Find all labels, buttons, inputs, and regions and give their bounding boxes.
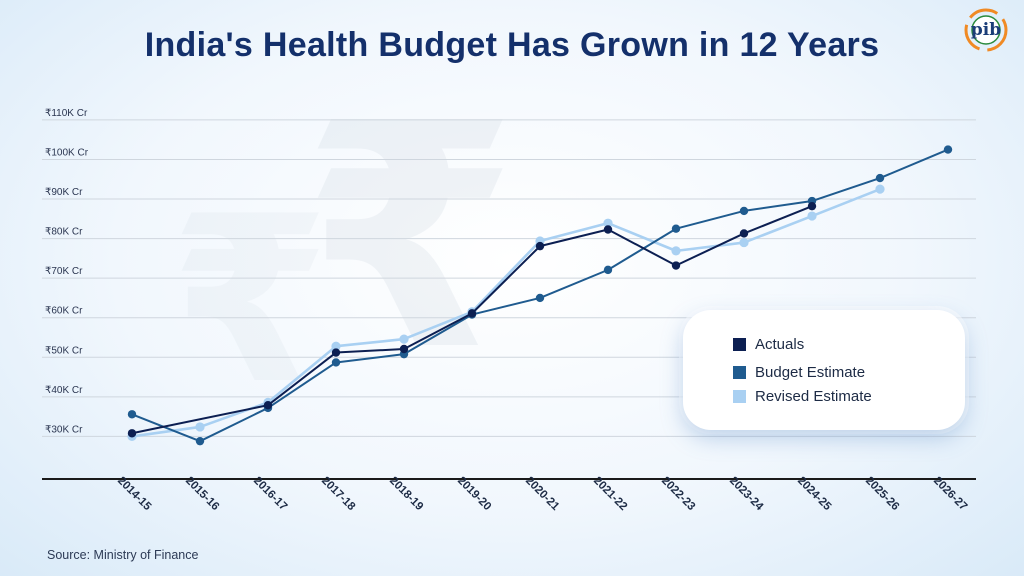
data-point-actuals <box>467 309 477 318</box>
series-actuals <box>127 201 817 438</box>
y-axis-ticks: ₹30K Cr ₹40K Cr ₹50K Cr ₹60K Cr ₹70K Cr ₹80K … <box>45 108 89 436</box>
legend-label-actuals: Actuals <box>755 335 805 353</box>
x-tick-label: 2019-20 <box>455 475 493 513</box>
data-point-revised-estimate <box>603 218 613 228</box>
data-point-actuals <box>399 344 409 354</box>
data-point-budget-estimate <box>603 265 613 275</box>
legend-item-budget-estimate: Budget Estimate <box>733 362 865 382</box>
data-point-actuals <box>331 348 341 357</box>
y-tick-label: ₹60K Cr <box>45 306 83 317</box>
x-tick-label: 2024-25 <box>795 475 834 514</box>
data-point-actuals <box>535 241 545 251</box>
data-point-actuals <box>603 225 613 234</box>
y-tick-label: ₹80K Cr <box>45 227 83 238</box>
data-point-revised-estimate <box>875 184 885 194</box>
legend-swatch-revised-estimate <box>733 389 746 403</box>
legend-label-budget-estimate: Budget Estimate <box>755 363 866 381</box>
data-point-budget-estimate <box>943 145 953 154</box>
y-tick-label: ₹30K Cr <box>45 424 83 435</box>
data-point-budget-estimate <box>195 436 205 446</box>
y-tick-label: ₹100K Cr <box>45 147 89 158</box>
x-tick-label: 2017-18 <box>319 475 358 514</box>
series-layer <box>127 145 953 446</box>
y-tick-label: ₹50K Cr <box>45 345 83 356</box>
legend-label-revised-estimate: Revised Estimate <box>755 387 872 405</box>
pib-emblem-icon <box>964 8 1008 52</box>
y-tick-label: ₹70K Cr <box>45 266 83 277</box>
legend-item-actuals: Actuals <box>733 334 804 354</box>
pib-logo-text: pib <box>970 20 1002 40</box>
data-point-revised-estimate <box>739 237 749 248</box>
chart-title: India's Health Budget Has Grown in 12 Ye… <box>144 26 880 64</box>
x-tick-label: 2026-27 <box>931 475 969 513</box>
x-tick-label: 2018-19 <box>387 475 425 513</box>
data-point-revised-estimate <box>331 341 341 351</box>
data-point-revised-estimate <box>195 422 205 432</box>
x-tick-label: 2016-17 <box>251 475 289 513</box>
pib-logo: pib <box>958 6 1014 54</box>
series-line-actuals <box>131 205 813 435</box>
x-tick-label: 2020-21 <box>523 475 562 514</box>
y-tick-label: ₹110K Cr <box>45 108 88 119</box>
data-point-actuals <box>739 229 749 238</box>
series-line-revised-estimate <box>131 187 881 438</box>
x-tick-label: 2022-23 <box>659 475 697 513</box>
data-point-budget-estimate <box>739 206 749 216</box>
x-tick-label: 2025-26 <box>863 475 901 513</box>
x-axis-ticks: 2014-15 2015-16 2016-17 2017-18 2018-19 2019-… <box>115 475 969 514</box>
x-tick-label: 2014-15 <box>115 475 154 514</box>
data-point-budget-estimate <box>535 293 545 303</box>
legend: Actuals Budget Estimate Revised Estimate <box>683 310 965 430</box>
x-tick-label: 2015-16 <box>183 475 221 513</box>
rupee-watermark: ₹ ₹ <box>170 58 518 435</box>
data-point-actuals <box>807 201 817 211</box>
data-point-actuals <box>263 400 273 410</box>
data-point-revised-estimate <box>399 334 409 344</box>
x-tick-label: 2023-24 <box>727 475 766 514</box>
svg-text:₹: ₹ <box>170 168 330 435</box>
data-point-actuals <box>671 261 681 270</box>
data-point-revised-estimate <box>671 246 681 256</box>
y-tick-label: ₹90K Cr <box>45 187 83 198</box>
data-point-budget-estimate <box>671 224 681 233</box>
data-point-revised-estimate <box>807 211 817 221</box>
data-point-budget-estimate <box>875 173 885 183</box>
y-tick-label: ₹40K Cr <box>45 385 83 396</box>
data-point-budget-estimate <box>331 358 341 367</box>
legend-swatch-actuals <box>733 337 746 351</box>
legend-swatch-budget-estimate <box>733 365 746 379</box>
data-point-budget-estimate <box>127 410 137 419</box>
data-point-actuals <box>127 429 137 438</box>
x-tick-label: 2021-22 <box>591 475 629 513</box>
source-note: Source: Ministry of Finance <box>47 548 199 562</box>
legend-item-revised-estimate: Revised Estimate <box>733 386 872 406</box>
